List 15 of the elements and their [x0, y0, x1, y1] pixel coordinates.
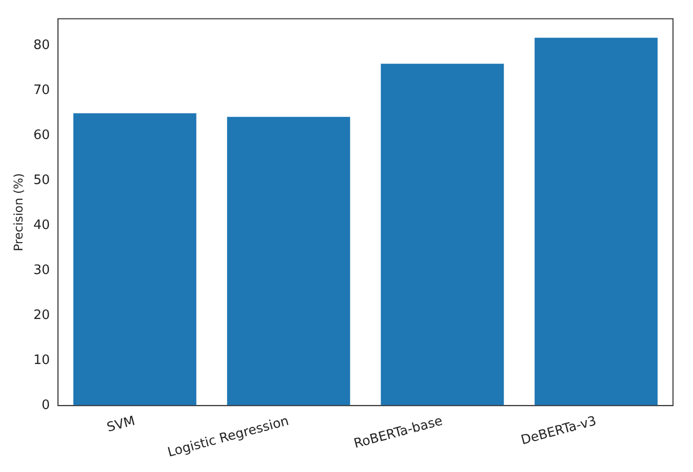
y-tick-label: 80	[33, 38, 50, 54]
y-axis-title: Precision (%)	[11, 173, 26, 252]
y-tick-label: 0	[42, 398, 50, 414]
y-tick-label: 10	[33, 353, 50, 368]
y-tick-label: 40	[33, 218, 50, 234]
bar	[227, 116, 350, 406]
y-tick-label: 20	[33, 308, 50, 324]
y-tick-label: 30	[33, 263, 50, 278]
y-tick-label: 70	[33, 83, 50, 98]
x-tick-label: SVM	[105, 414, 137, 436]
bar	[73, 113, 196, 406]
y-tick-label: 60	[33, 128, 50, 144]
bar	[534, 38, 658, 406]
bar	[380, 64, 504, 406]
y-tick-label: 50	[33, 173, 50, 188]
